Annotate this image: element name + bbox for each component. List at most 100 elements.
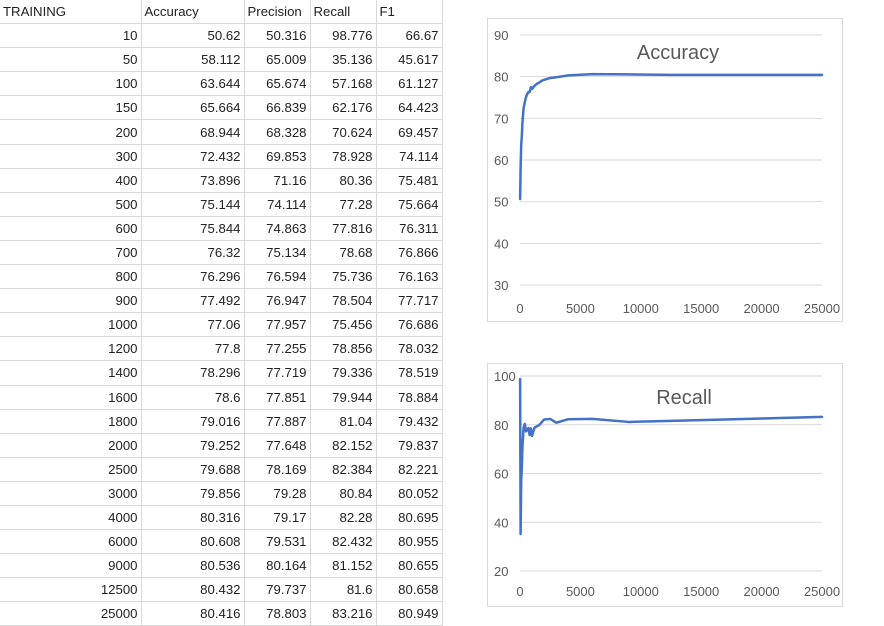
- table-cell[interactable]: 62.176: [310, 95, 377, 121]
- table-cell[interactable]: 75.736: [310, 264, 377, 290]
- table-cell[interactable]: 76.311: [376, 216, 443, 241]
- table-cell[interactable]: 69.853: [244, 144, 311, 169]
- table-cell[interactable]: 150: [0, 95, 142, 121]
- table-cell[interactable]: 1800: [0, 409, 142, 434]
- table-cell[interactable]: 74.114: [244, 192, 311, 217]
- table-cell[interactable]: 80.84: [310, 481, 377, 506]
- table-cell[interactable]: 68.328: [244, 119, 311, 145]
- table-cell[interactable]: 78.68: [310, 240, 377, 266]
- table-cell[interactable]: 79.944: [310, 385, 377, 410]
- table-cell[interactable]: 69.457: [376, 119, 443, 145]
- table-cell[interactable]: 75.134: [244, 240, 311, 266]
- table-cell[interactable]: 72.432: [141, 144, 245, 169]
- table-cell[interactable]: 76.32: [141, 240, 245, 266]
- table-cell[interactable]: 77.816: [310, 216, 377, 241]
- table-cell[interactable]: 77.8: [141, 336, 245, 362]
- table-cell[interactable]: 50.316: [244, 23, 311, 49]
- table-cell[interactable]: 78.519: [376, 360, 443, 386]
- table-cell[interactable]: 80.052: [376, 481, 443, 506]
- table-cell[interactable]: 76.163: [376, 264, 443, 290]
- table-cell[interactable]: 76.686: [376, 312, 443, 338]
- table-cell[interactable]: 78.504: [310, 288, 377, 314]
- table-cell[interactable]: 81.04: [310, 409, 377, 434]
- table-cell[interactable]: 75.844: [141, 216, 245, 241]
- table-cell[interactable]: 77.648: [244, 433, 311, 458]
- table-cell[interactable]: 82.28: [310, 505, 377, 531]
- table-cell[interactable]: 45.617: [376, 47, 443, 73]
- table-cell[interactable]: 600: [0, 216, 142, 241]
- table-cell[interactable]: 77.719: [244, 360, 311, 386]
- table-cell[interactable]: 400: [0, 168, 142, 193]
- table-cell[interactable]: 900: [0, 288, 142, 314]
- table-cell[interactable]: 25000: [0, 601, 142, 626]
- table-cell[interactable]: 76.947: [244, 288, 311, 314]
- table-cell[interactable]: 64.423: [376, 95, 443, 121]
- table-cell[interactable]: 80.955: [376, 529, 443, 555]
- table-cell[interactable]: 80.432: [141, 577, 245, 603]
- table-cell[interactable]: 77.957: [244, 312, 311, 338]
- table-cell[interactable]: 78.856: [310, 336, 377, 362]
- table-cell[interactable]: 82.432: [310, 529, 377, 555]
- table-cell[interactable]: 98.776: [310, 23, 377, 49]
- table-cell[interactable]: 3000: [0, 481, 142, 506]
- table-cell[interactable]: 79.737: [244, 577, 311, 603]
- table-cell[interactable]: 6000: [0, 529, 142, 555]
- table-cell[interactable]: 500: [0, 192, 142, 217]
- table-cell[interactable]: 80.695: [376, 505, 443, 531]
- table-cell[interactable]: 77.28: [310, 192, 377, 217]
- table-cell[interactable]: 50.62: [141, 23, 245, 49]
- table-cell[interactable]: 82.152: [310, 433, 377, 458]
- table-cell[interactable]: 79.28: [244, 481, 311, 506]
- header-accuracy[interactable]: Accuracy: [141, 0, 245, 25]
- table-cell[interactable]: 74.863: [244, 216, 311, 241]
- table-cell[interactable]: 700: [0, 240, 142, 266]
- table-cell[interactable]: 300: [0, 144, 142, 169]
- table-cell[interactable]: 75.144: [141, 192, 245, 217]
- header-f1[interactable]: F1: [376, 0, 443, 25]
- table-cell[interactable]: 61.127: [376, 71, 443, 97]
- table-cell[interactable]: 78.032: [376, 336, 443, 362]
- table-cell[interactable]: 78.884: [376, 385, 443, 410]
- table-cell[interactable]: 74.114: [376, 144, 443, 169]
- table-cell[interactable]: 58.112: [141, 47, 245, 73]
- table-cell[interactable]: 66.67: [376, 23, 443, 49]
- table-cell[interactable]: 78.803: [244, 601, 311, 626]
- table-cell[interactable]: 63.644: [141, 71, 245, 97]
- table-cell[interactable]: 78.6: [141, 385, 245, 410]
- table-cell[interactable]: 79.856: [141, 481, 245, 506]
- table-cell[interactable]: 77.717: [376, 288, 443, 314]
- table-cell[interactable]: 1600: [0, 385, 142, 410]
- table-cell[interactable]: 200: [0, 119, 142, 145]
- table-cell[interactable]: 70.624: [310, 119, 377, 145]
- table-cell[interactable]: 79.837: [376, 433, 443, 458]
- table-cell[interactable]: 79.016: [141, 409, 245, 434]
- table-cell[interactable]: 1400: [0, 360, 142, 386]
- table-cell[interactable]: 1200: [0, 336, 142, 362]
- table-cell[interactable]: 73.896: [141, 168, 245, 193]
- table-cell[interactable]: 80.608: [141, 529, 245, 555]
- table-cell[interactable]: 76.296: [141, 264, 245, 290]
- table-cell[interactable]: 800: [0, 264, 142, 290]
- table-cell[interactable]: 9000: [0, 553, 142, 579]
- table-cell[interactable]: 79.336: [310, 360, 377, 386]
- table-cell[interactable]: 35.136: [310, 47, 377, 73]
- table-cell[interactable]: 57.168: [310, 71, 377, 97]
- table-cell[interactable]: 75.456: [310, 312, 377, 338]
- table-cell[interactable]: 12500: [0, 577, 142, 603]
- table-cell[interactable]: 2500: [0, 457, 142, 482]
- table-cell[interactable]: 68.944: [141, 119, 245, 145]
- table-cell[interactable]: 75.481: [376, 168, 443, 193]
- table-cell[interactable]: 79.252: [141, 433, 245, 458]
- table-cell[interactable]: 79.531: [244, 529, 311, 555]
- table-cell[interactable]: 100: [0, 71, 142, 97]
- header-recall[interactable]: Recall: [310, 0, 377, 25]
- table-cell[interactable]: 80.949: [376, 601, 443, 626]
- header-training[interactable]: TRAINING: [0, 0, 142, 25]
- table-cell[interactable]: 80.658: [376, 577, 443, 603]
- table-cell[interactable]: 2000: [0, 433, 142, 458]
- table-cell[interactable]: 76.866: [376, 240, 443, 266]
- table-cell[interactable]: 79.17: [244, 505, 311, 531]
- header-precision[interactable]: Precision: [244, 0, 311, 25]
- table-cell[interactable]: 65.664: [141, 95, 245, 121]
- table-cell[interactable]: 71.16: [244, 168, 311, 193]
